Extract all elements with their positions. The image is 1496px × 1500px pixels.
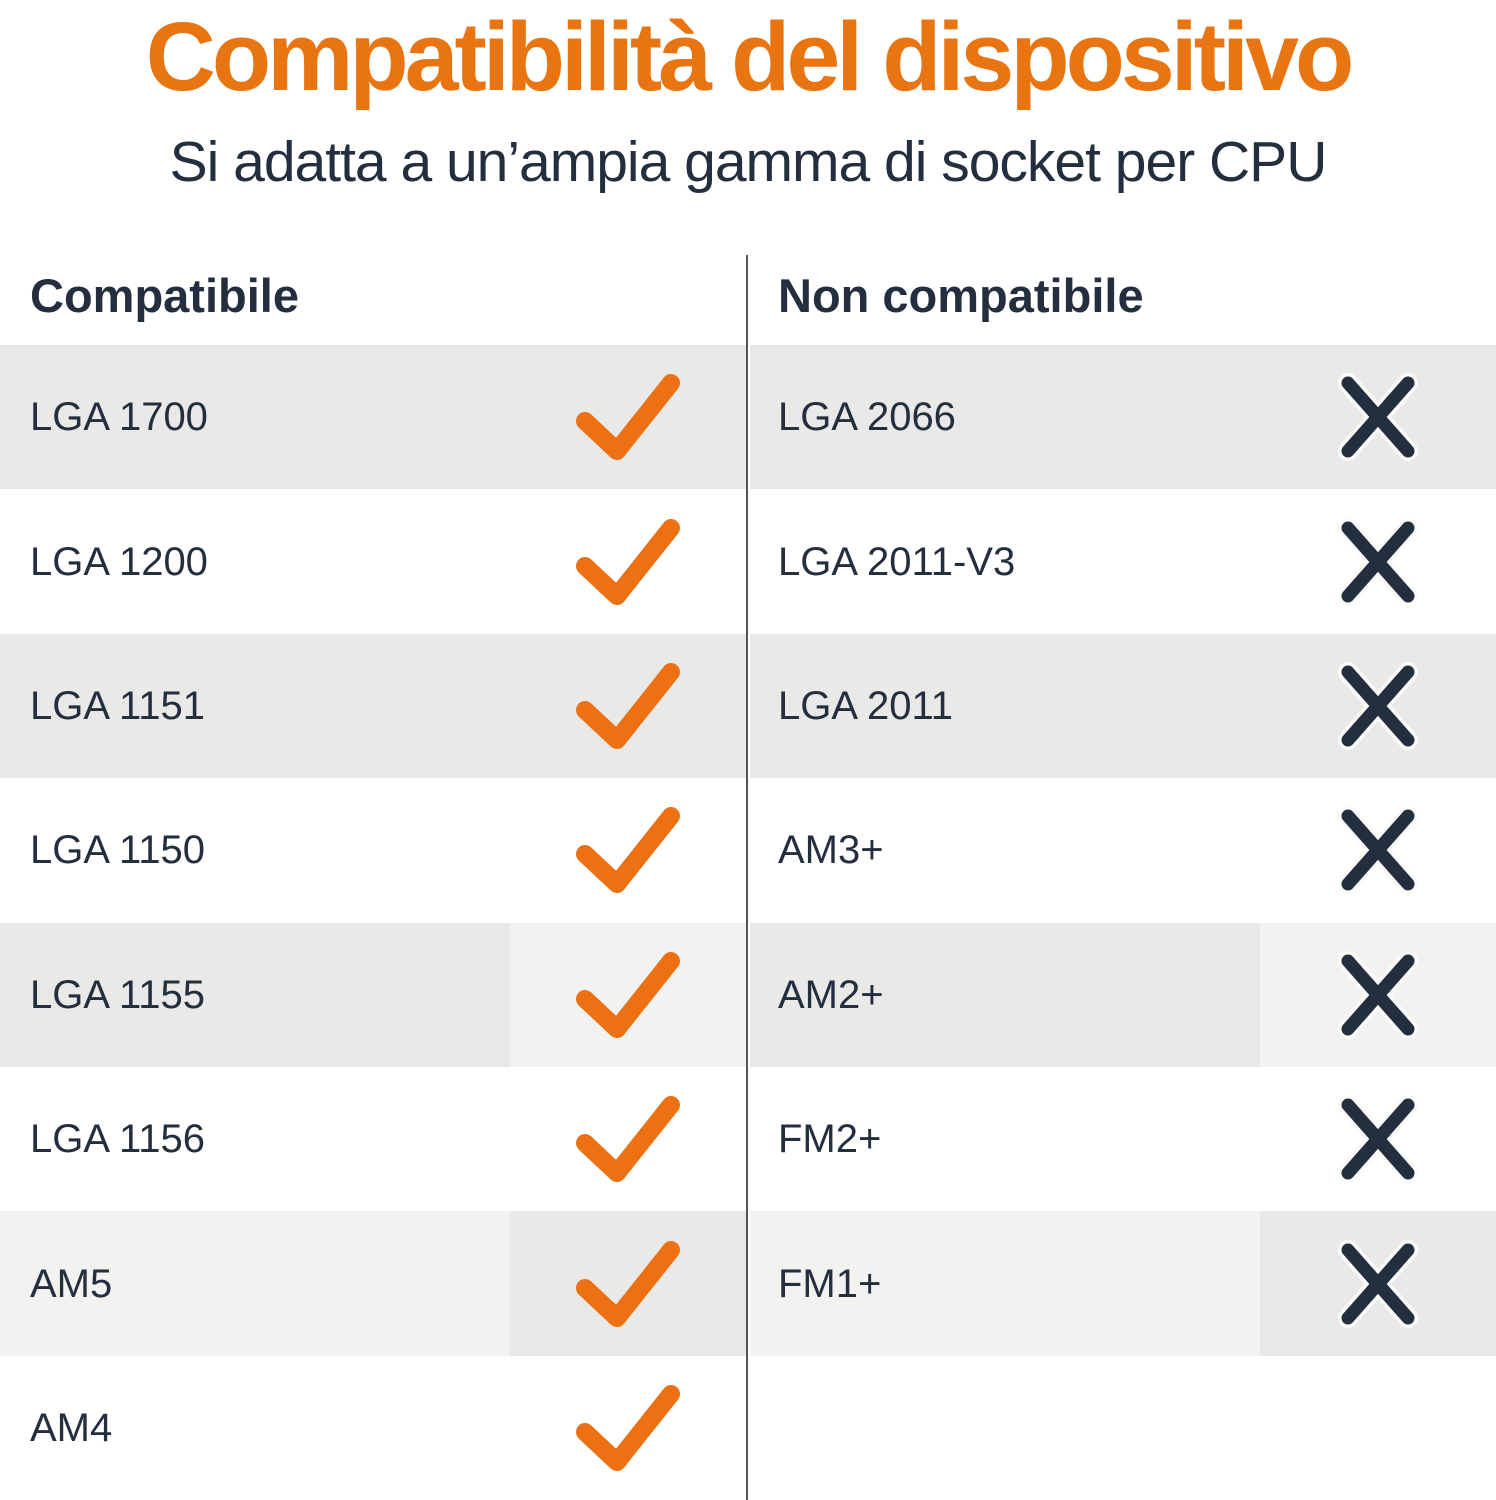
table-row: LGA 1700 LGA 2066 — [0, 345, 1496, 490]
compatible-socket-label: LGA 1150 — [0, 778, 510, 923]
compatible-socket-label: LGA 1151 — [0, 633, 510, 779]
cross-icon — [1338, 517, 1418, 606]
compatibility-table: LGA 1700 LGA 2066 LGA 1200 LGA 2011-V3 L… — [0, 345, 1496, 1500]
compatible-mark-cell — [510, 633, 746, 779]
cross-icon — [1338, 1095, 1418, 1184]
table-row: LGA 1155 AM2+ — [0, 922, 1496, 1067]
check-icon — [576, 1240, 680, 1327]
table-row: LGA 1156 FM2+ — [0, 1066, 1496, 1212]
compatible-mark-cell — [510, 778, 746, 923]
cross-icon — [1338, 1239, 1418, 1328]
compatible-mark-cell — [510, 922, 746, 1067]
incompatible-mark-cell — [1260, 922, 1496, 1067]
incompatible-mark-cell — [1260, 778, 1496, 923]
table-row: AM4 — [0, 1355, 1496, 1500]
check-icon — [576, 1096, 680, 1183]
check-icon — [576, 662, 680, 749]
compatible-socket-label: LGA 1200 — [0, 489, 510, 634]
cross-icon — [1338, 373, 1418, 462]
check-icon — [576, 1384, 680, 1471]
check-icon — [576, 374, 680, 461]
incompatible-column-header: Non compatibile — [778, 269, 1144, 322]
incompatible-socket-label: LGA 2011-V3 — [750, 489, 1260, 634]
check-icon — [576, 518, 680, 605]
compatible-mark-cell — [510, 1355, 746, 1500]
table-row: LGA 1151 LGA 2011 — [0, 633, 1496, 779]
cross-icon — [1338, 661, 1418, 750]
compatible-mark-cell — [510, 1066, 746, 1212]
page-title: Compatibilità del dispositivo — [145, 2, 1354, 111]
incompatible-mark-cell — [1260, 633, 1496, 779]
incompatible-socket-label: FM1+ — [750, 1211, 1260, 1356]
compatible-socket-label: LGA 1700 — [0, 345, 510, 490]
compatible-socket-label: AM5 — [0, 1211, 510, 1356]
incompatible-mark-cell — [1260, 489, 1496, 634]
incompatible-mark-cell — [1260, 1066, 1496, 1212]
incompatible-mark-cell — [1260, 345, 1496, 490]
cross-icon — [1338, 950, 1418, 1039]
check-icon — [576, 807, 680, 894]
column-divider — [746, 255, 748, 1500]
table-row: LGA 1150 AM3+ — [0, 778, 1496, 923]
incompatible-socket-label — [750, 1355, 1260, 1500]
incompatible-socket-label: AM2+ — [750, 922, 1260, 1067]
check-icon — [576, 951, 680, 1038]
compatible-mark-cell — [510, 345, 746, 490]
incompatible-socket-label: LGA 2011 — [750, 633, 1260, 779]
table-row: AM5 FM1+ — [0, 1211, 1496, 1356]
page-subtitle: Si adatta a un’ampia gamma di socket per… — [169, 130, 1328, 194]
cross-icon — [1338, 806, 1418, 895]
incompatible-mark-cell — [1260, 1211, 1496, 1356]
compatible-mark-cell — [510, 1211, 746, 1356]
compatible-socket-label: AM4 — [0, 1355, 510, 1500]
incompatible-socket-label: FM2+ — [750, 1066, 1260, 1212]
compatible-column-header: Compatibile — [30, 269, 299, 322]
compatible-mark-cell — [510, 489, 746, 634]
compatible-socket-label: LGA 1156 — [0, 1066, 510, 1212]
incompatible-socket-label: LGA 2066 — [750, 345, 1260, 490]
incompatible-socket-label: AM3+ — [750, 778, 1260, 923]
compatible-socket-label: LGA 1155 — [0, 922, 510, 1067]
incompatible-mark-cell — [1260, 1355, 1496, 1500]
table-row: LGA 1200 LGA 2011-V3 — [0, 489, 1496, 634]
